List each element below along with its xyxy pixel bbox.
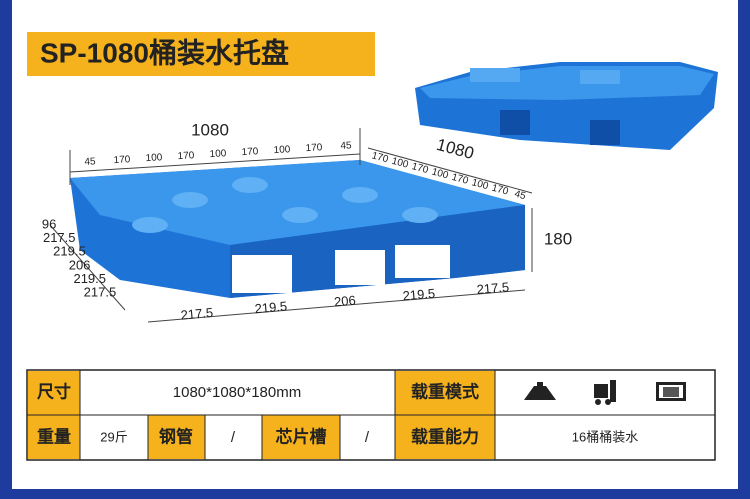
- table-label: 载重模式: [411, 381, 479, 401]
- length-segment: 100: [273, 144, 291, 156]
- table-value: 16桶桶装水: [572, 429, 638, 444]
- pallet-photo: [415, 62, 718, 150]
- left-dimension: 219.5: [73, 271, 106, 286]
- left-dimension: 217.5: [84, 285, 117, 300]
- left-dimension: 96: [42, 216, 56, 231]
- width-segment: 100: [390, 156, 409, 171]
- frame-bottom: [0, 489, 750, 499]
- bottom-segment: 206: [333, 293, 356, 310]
- dimension-lines: [49, 128, 533, 323]
- table-value: 29斤: [100, 429, 127, 444]
- width-segment: 45: [513, 189, 527, 203]
- width-segment: 170: [370, 150, 389, 165]
- width-segment: 170: [490, 183, 509, 198]
- length-segment: 45: [84, 156, 96, 168]
- bottom-segment: 219.5: [402, 286, 436, 304]
- left-dimension: 206: [69, 257, 91, 272]
- table-label: 芯片槽: [276, 426, 327, 446]
- table-label: 钢管: [159, 426, 193, 446]
- length-segment: 170: [177, 150, 195, 162]
- bottom-segment: 217.5: [476, 279, 510, 297]
- height-label: 180: [544, 229, 572, 248]
- left-dimension: 219.5: [53, 244, 86, 259]
- pallet-drawing: [70, 160, 525, 298]
- length-segment: 170: [241, 146, 259, 158]
- length-segment: 45: [340, 140, 352, 152]
- title: SP-1080桶装水托盘: [40, 36, 289, 68]
- table-value: 1080*1080*180mm: [173, 384, 301, 401]
- width-segment: 170: [450, 172, 469, 187]
- length-segment: 170: [305, 142, 323, 154]
- spec-table: [26, 369, 716, 461]
- table-label: 重量: [37, 426, 71, 446]
- table-value: /: [365, 429, 370, 446]
- width-segment: 100: [430, 166, 449, 181]
- left-dimension: 217.5: [43, 230, 76, 245]
- table-value: /: [231, 429, 236, 446]
- table-label: 尺寸: [37, 381, 71, 401]
- bottom-segment: 219.5: [254, 298, 288, 316]
- width-segment: 170: [410, 161, 429, 176]
- length-segment: 170: [113, 154, 131, 166]
- bottom-segment: 217.5: [180, 305, 214, 323]
- length-label: 1080: [191, 120, 229, 139]
- length-segment: 100: [209, 148, 227, 160]
- width-segment: 100: [470, 177, 489, 192]
- frame-right: [738, 0, 750, 499]
- title-banner: [27, 32, 375, 76]
- table-label: 载重能力: [411, 426, 479, 446]
- frame-left: [0, 0, 12, 499]
- length-segment: 100: [145, 152, 163, 164]
